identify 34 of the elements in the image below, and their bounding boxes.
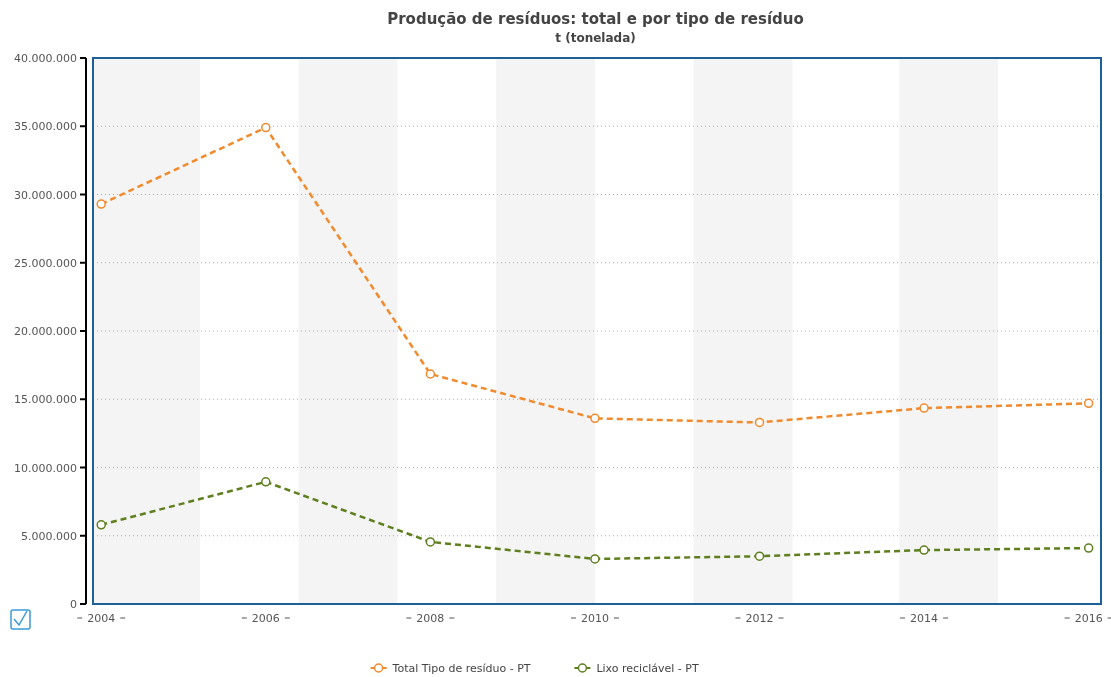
point — [425, 537, 436, 547]
y-tick-label: 35.000.000 — [14, 120, 77, 134]
legend-label: Total Tipo de resíduo - PT — [391, 662, 531, 675]
point — [96, 199, 106, 209]
y-tick-label: 25.000.000 — [14, 256, 77, 270]
chart-subtitle: t (tonelada) — [555, 31, 636, 45]
point — [754, 551, 765, 561]
point — [1083, 543, 1094, 553]
point — [590, 413, 600, 424]
x-tick-label: 2016 — [1074, 612, 1103, 625]
point — [261, 477, 271, 487]
y-tick-label: 0 — [70, 598, 77, 611]
x-tick-label: 2012 — [745, 612, 774, 625]
point — [96, 520, 106, 530]
y-tick-label: 5.000.000 — [21, 529, 77, 543]
y-tick-label: 30.000.000 — [14, 188, 77, 202]
point — [425, 369, 436, 379]
point — [919, 403, 929, 413]
y-tick-label: 10.000.000 — [14, 461, 77, 475]
x-tick-label: 2008 — [416, 612, 445, 625]
point — [1083, 398, 1094, 409]
point — [590, 554, 600, 564]
chart-title: Produção de resíduos: total e por tipo de resíduo — [387, 10, 804, 28]
y-tick-label: 20.000.000 — [14, 325, 77, 338]
point — [919, 545, 929, 555]
x-tick-label: 2014 — [910, 612, 939, 625]
y-tick-label: 40.000.000 — [14, 52, 77, 65]
x-tick-label: 2004 — [87, 612, 116, 625]
y-tick-label: 15.000.000 — [14, 393, 77, 407]
x-tick-label: 2006 — [251, 612, 280, 625]
point — [261, 122, 271, 133]
x-tick-label: 2010 — [580, 612, 609, 625]
legend-label: Lixo reciclável - PT — [596, 662, 699, 675]
point — [754, 417, 765, 428]
